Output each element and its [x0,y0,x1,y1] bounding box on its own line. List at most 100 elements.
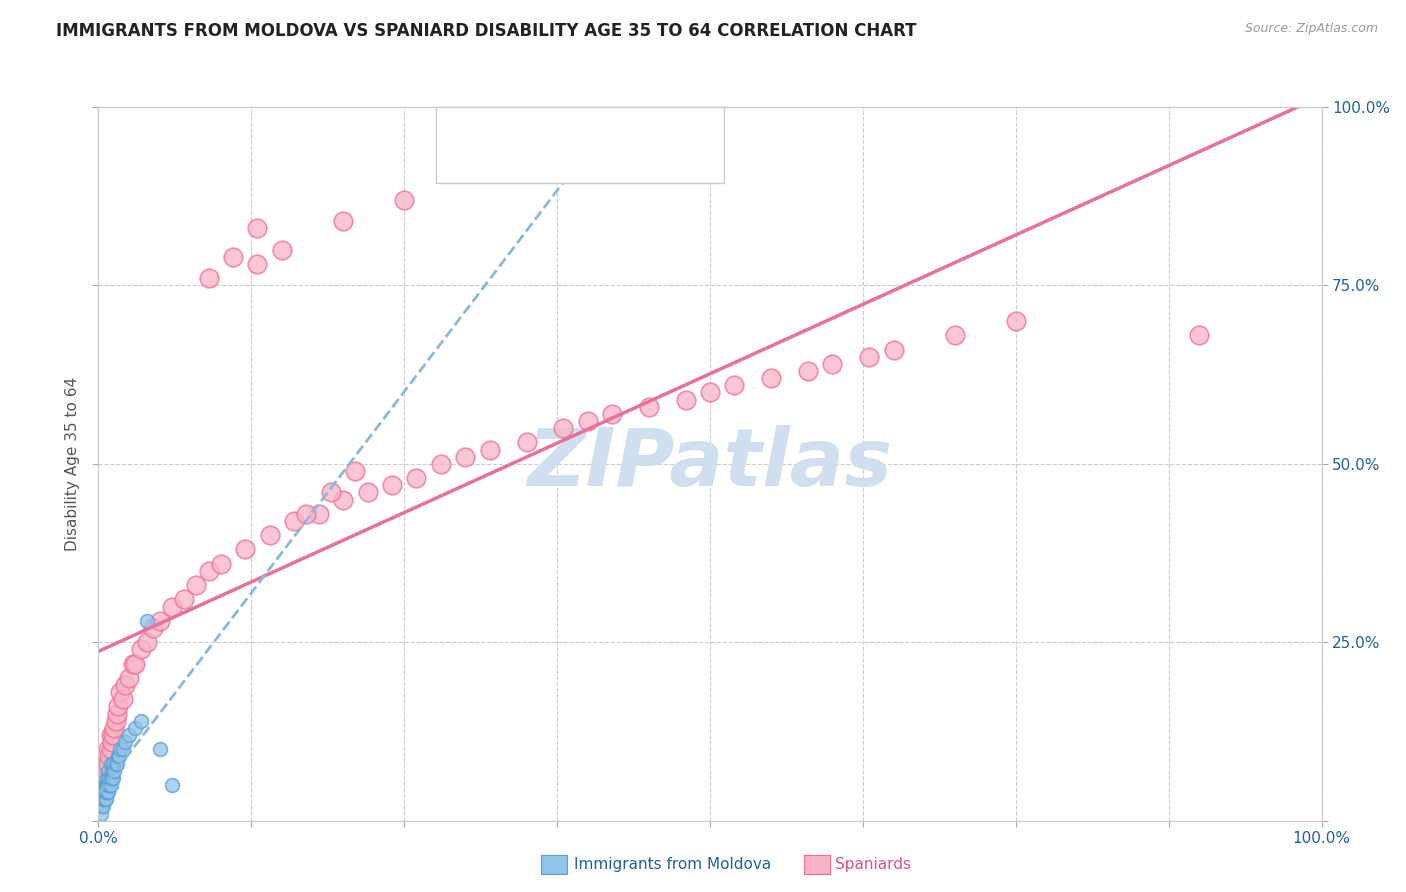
Point [100,771,122,785]
Point [553,421,575,435]
Point [186,578,208,592]
Point [332,492,354,507]
Point [124,657,146,671]
Point [118,728,141,742]
Point [101,764,124,778]
Point [105,756,128,771]
Point [246,257,269,271]
Point [97,764,120,778]
Point [101,771,124,785]
Point [91,792,114,806]
Point [91,799,114,814]
Point [600,407,623,421]
Point [108,749,131,764]
Point [675,392,697,407]
Point [93,778,115,792]
Point [233,542,256,557]
Point [381,478,404,492]
Point [100,742,122,756]
Point [96,778,118,792]
Point [111,742,134,756]
Point [100,728,122,742]
Point [638,400,661,414]
Point [797,364,820,378]
Point [91,792,114,806]
Point [160,599,183,614]
Point [94,756,117,771]
Text: Spaniards: Spaniards [835,857,911,871]
Point [110,742,132,756]
Point [699,385,721,400]
Point [246,221,269,235]
Point [103,764,125,778]
Point [136,614,159,628]
Point [91,778,114,792]
Point [104,714,127,728]
Point [111,692,134,706]
Point [1188,328,1211,343]
Point [197,271,219,285]
Point [104,756,127,771]
Point [883,343,905,357]
Point [209,557,232,571]
Text: ZIPatlas: ZIPatlas [527,425,893,503]
Point [93,764,115,778]
Point [197,564,219,578]
Point [405,471,427,485]
Point [91,799,114,814]
Text: R = 0.248   N = 41: R = 0.248 N = 41 [482,120,627,135]
Point [270,243,294,257]
Point [107,699,129,714]
Point [101,728,124,742]
Point [943,328,966,343]
Point [91,771,114,785]
Point [96,785,118,799]
Point [129,714,152,728]
Point [107,749,129,764]
Point [93,785,115,799]
Point [259,528,281,542]
Point [319,485,342,500]
Point [121,657,143,671]
Point [149,614,172,628]
Point [392,193,416,207]
Text: R = 0.607   N = 71: R = 0.607 N = 71 [482,147,627,161]
Point [858,350,880,364]
Point [118,671,141,685]
Point [103,721,125,735]
Point [101,771,124,785]
Point [142,621,165,635]
Point [173,592,195,607]
Point [1004,314,1026,328]
Point [454,450,477,464]
Point [97,778,120,792]
Point [283,514,305,528]
Point [110,685,132,699]
Point [136,635,159,649]
Point [356,485,378,500]
Point [222,250,245,264]
Point [98,778,121,792]
Point [515,435,537,450]
Point [124,721,146,735]
Point [96,771,118,785]
Point [114,735,136,749]
Point [101,756,124,771]
Point [295,507,318,521]
Point [129,642,152,657]
Point [93,792,115,806]
Point [478,442,501,457]
Point [96,764,118,778]
Point [761,371,783,385]
Point [821,357,844,371]
Point [94,792,117,806]
Point [576,414,599,428]
Point [94,785,117,799]
Y-axis label: Disability Age 35 to 64: Disability Age 35 to 64 [65,376,80,551]
Point [100,756,122,771]
Point [105,706,128,721]
Point [344,464,367,478]
Point [149,742,172,756]
Point [97,756,120,771]
Point [93,778,115,792]
